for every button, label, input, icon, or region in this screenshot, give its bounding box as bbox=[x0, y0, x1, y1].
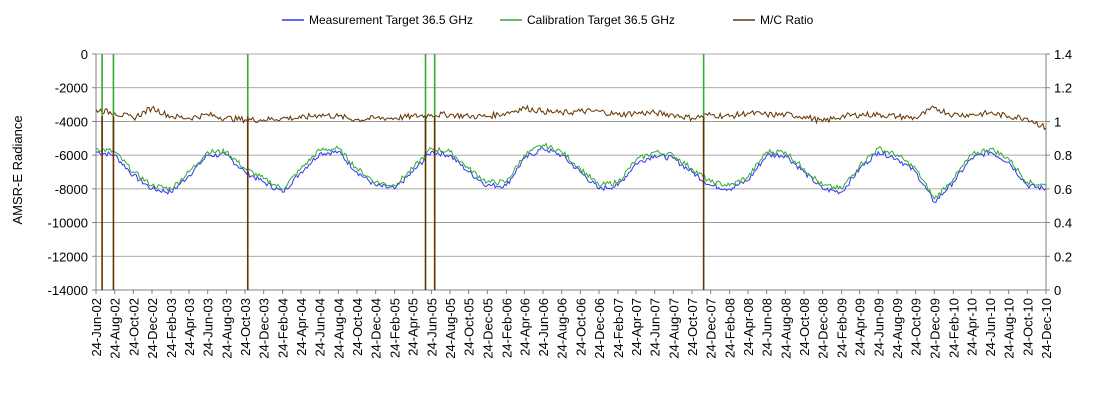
x-tick-label: 24-Feb-09 bbox=[835, 298, 850, 358]
y-tick-label: -14000 bbox=[48, 283, 88, 298]
y-tick-label: 0 bbox=[81, 47, 88, 62]
x-tick-label: 24-Jun-06 bbox=[536, 298, 551, 357]
x-tick-label: 24-Apr-05 bbox=[406, 298, 421, 356]
x-tick-label: 24-Oct-09 bbox=[909, 298, 924, 356]
x-tick-label: 24-Feb-07 bbox=[611, 298, 626, 358]
legend-label-measurement: Measurement Target 36.5 GHz bbox=[309, 13, 473, 27]
y2-tick-label: 1 bbox=[1054, 114, 1061, 129]
x-tick-label: 24-Apr-08 bbox=[741, 298, 756, 356]
x-tick-label: 24-Apr-06 bbox=[517, 298, 532, 356]
x-tick-label: 24-Aug-09 bbox=[890, 298, 905, 359]
x-tick-label: 24-Oct-08 bbox=[797, 298, 812, 356]
x-tick-label: 24-Feb-10 bbox=[946, 298, 961, 358]
x-tick-label: 24-Aug-05 bbox=[443, 298, 458, 359]
x-tick-label: 24-Apr-09 bbox=[853, 298, 868, 356]
series-line-0 bbox=[95, 145, 1047, 203]
x-tick-label: 24-Dec-05 bbox=[480, 298, 495, 359]
y-tick-label: -12000 bbox=[48, 249, 88, 264]
x-tick-label: 24-Jun-05 bbox=[424, 298, 439, 357]
y-axis-ticks: 0 -2000 -4000 -6000 -8000 -10000 -12000 -14000 bbox=[48, 47, 96, 298]
x-tick-label: 24-Dec-10 bbox=[1039, 298, 1054, 359]
y-tick-label: -10000 bbox=[48, 216, 88, 231]
y2-tick-label: 0.8 bbox=[1054, 148, 1072, 163]
x-tick-label: 24-Dec-04 bbox=[369, 298, 384, 359]
legend-label-calibration: Calibration Target 36.5 GHz bbox=[527, 13, 675, 27]
x-tick-label: 24-Oct-04 bbox=[350, 298, 365, 356]
x-tick-label: 24-Feb-08 bbox=[723, 298, 738, 358]
x-tick-label: 24-Oct-07 bbox=[685, 298, 700, 356]
x-tick-label: 24-Aug-04 bbox=[331, 298, 346, 359]
y-tick-label: -8000 bbox=[55, 182, 88, 197]
x-tick-label: 24-Aug-08 bbox=[778, 298, 793, 359]
legend: Measurement Target 36.5 GHz Calibration … bbox=[282, 13, 814, 27]
series-line-2 bbox=[95, 104, 1047, 131]
series-line-1 bbox=[95, 142, 1047, 201]
x-tick-label: 24-Dec-09 bbox=[927, 298, 942, 359]
x-tick-label: 24-Dec-07 bbox=[704, 298, 719, 359]
x-tick-label: 24-Aug-10 bbox=[1002, 298, 1017, 359]
y-axis-title: AMSR-E Radiance bbox=[10, 115, 25, 224]
y2-tick-label: 1.4 bbox=[1054, 47, 1072, 62]
x-tick-label: 24-Oct-10 bbox=[1020, 298, 1035, 356]
x-tick-label: 24-Dec-02 bbox=[145, 298, 160, 359]
x-tick-label: 24-Oct-03 bbox=[238, 298, 253, 356]
x-tick-label: 24-Jun-03 bbox=[201, 298, 216, 357]
x-tick-label: 24-Jun-02 bbox=[89, 298, 104, 357]
x-tick-label: 24-Jun-10 bbox=[983, 298, 998, 357]
x-tick-label: 24-Oct-05 bbox=[462, 298, 477, 356]
series-lines bbox=[95, 54, 1047, 290]
y-tick-label: -6000 bbox=[55, 148, 88, 163]
x-tick-label: 24-Dec-03 bbox=[257, 298, 272, 359]
y2-tick-label: 0.6 bbox=[1054, 182, 1072, 197]
x-tick-label: 24-Feb-04 bbox=[276, 298, 291, 358]
x-tick-label: 24-Apr-03 bbox=[182, 298, 197, 356]
y-tick-label: -4000 bbox=[55, 114, 88, 129]
x-tick-label: 24-Apr-07 bbox=[629, 298, 644, 356]
x-tick-label: 24-Apr-10 bbox=[964, 298, 979, 356]
x-tick-label: 24-Apr-04 bbox=[294, 298, 309, 356]
x-tick-label: 24-Dec-08 bbox=[816, 298, 831, 359]
x-tick-label: 24-Jun-04 bbox=[313, 298, 328, 357]
x-tick-label: 24-Jun-08 bbox=[760, 298, 775, 357]
gridlines bbox=[96, 53, 1046, 257]
y2-axis-ticks: 1.4 1.2 1 0.8 0.6 0.4 0.2 0 bbox=[1046, 47, 1072, 298]
x-tick-label: 24-Aug-06 bbox=[555, 298, 570, 359]
x-tick-label: 24-Feb-05 bbox=[388, 298, 403, 358]
y-tick-label: -2000 bbox=[55, 81, 88, 96]
y2-tick-label: 1.2 bbox=[1054, 81, 1072, 96]
y2-tick-label: 0 bbox=[1054, 283, 1061, 298]
x-tick-label: 24-Aug-03 bbox=[219, 298, 234, 359]
x-tick-label: 24-Oct-06 bbox=[573, 298, 588, 356]
legend-label-mc-ratio: M/C Ratio bbox=[760, 13, 814, 27]
x-tick-label: 24-Feb-06 bbox=[499, 298, 514, 358]
y2-tick-label: 0.4 bbox=[1054, 216, 1072, 231]
x-axis-ticks: 24-Jun-02 24-Aug-02 24-Oct-02 24-Dec-02 24-F… bbox=[89, 290, 1054, 359]
x-tick-label: 24-Jun-09 bbox=[871, 298, 886, 357]
x-tick-label: 24-Aug-02 bbox=[108, 298, 123, 359]
x-tick-label: 24-Feb-03 bbox=[164, 298, 179, 358]
y2-tick-label: 0.2 bbox=[1054, 249, 1072, 264]
x-tick-label: 24-Oct-02 bbox=[126, 298, 141, 356]
x-tick-label: 24-Aug-07 bbox=[666, 298, 681, 359]
axes bbox=[95, 54, 1047, 291]
x-tick-label: 24-Jun-07 bbox=[648, 298, 663, 357]
x-tick-label: 24-Dec-06 bbox=[592, 298, 607, 359]
